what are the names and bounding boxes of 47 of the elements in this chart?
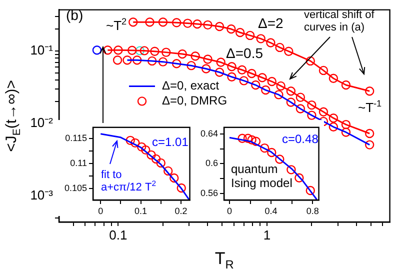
point <box>260 143 270 153</box>
point <box>156 158 166 168</box>
point <box>170 173 179 183</box>
y-tick-label: 0.64 <box>200 128 218 138</box>
point <box>151 154 161 164</box>
annotation: (b) <box>66 7 84 23</box>
point <box>286 165 296 174</box>
point <box>306 186 315 196</box>
point <box>275 154 284 164</box>
x-tick-label: 0 <box>226 206 232 216</box>
point <box>126 136 135 146</box>
y-tick-label: 0.56 <box>200 188 218 198</box>
annotation: quantum Ising model <box>231 162 292 190</box>
annotation: c=0.48 <box>282 132 319 146</box>
annotation: Δ=2 <box>258 15 284 31</box>
legend-label: Δ=0, exact <box>162 78 220 93</box>
point <box>243 134 253 143</box>
x-tick-label: 0.1 <box>109 227 128 242</box>
x-tick-label: 0 <box>98 206 104 216</box>
point <box>146 150 156 160</box>
y-tick-label: 0.115 <box>65 132 87 143</box>
x-tick-label: 0.1 <box>134 206 148 216</box>
y-tick-label: 0.105 <box>64 182 87 193</box>
point <box>251 136 261 146</box>
x-tick-label: 0.8 <box>306 206 319 216</box>
annotation: vertical shift of curves in (a) <box>304 9 376 34</box>
y-tick-label: 0.11 <box>70 158 87 168</box>
legend-label: Δ=0, DMRG <box>162 94 228 108</box>
x-tick-label: 0.2 <box>174 206 188 216</box>
y-tick-label: 10⁻² <box>30 115 54 130</box>
y-tick-label: 0.6 <box>205 158 218 168</box>
point <box>141 145 150 155</box>
y-tick-label: 10⁻³ <box>30 188 54 203</box>
x-tick-label: 1 <box>263 227 271 242</box>
point <box>238 134 247 143</box>
annotation: c=1.01 <box>152 135 189 149</box>
point <box>137 142 146 152</box>
point <box>164 166 173 176</box>
y-axis-title: <JE(t→∞)> <box>3 80 23 152</box>
point <box>130 138 140 148</box>
point <box>294 173 304 182</box>
y-tick-label: 10⁻¹ <box>30 42 54 58</box>
point <box>247 135 256 144</box>
point <box>267 148 276 158</box>
point <box>176 183 186 193</box>
x-tick-label: 0.4 <box>264 206 278 216</box>
annotation: Δ=0.5 <box>226 45 264 61</box>
